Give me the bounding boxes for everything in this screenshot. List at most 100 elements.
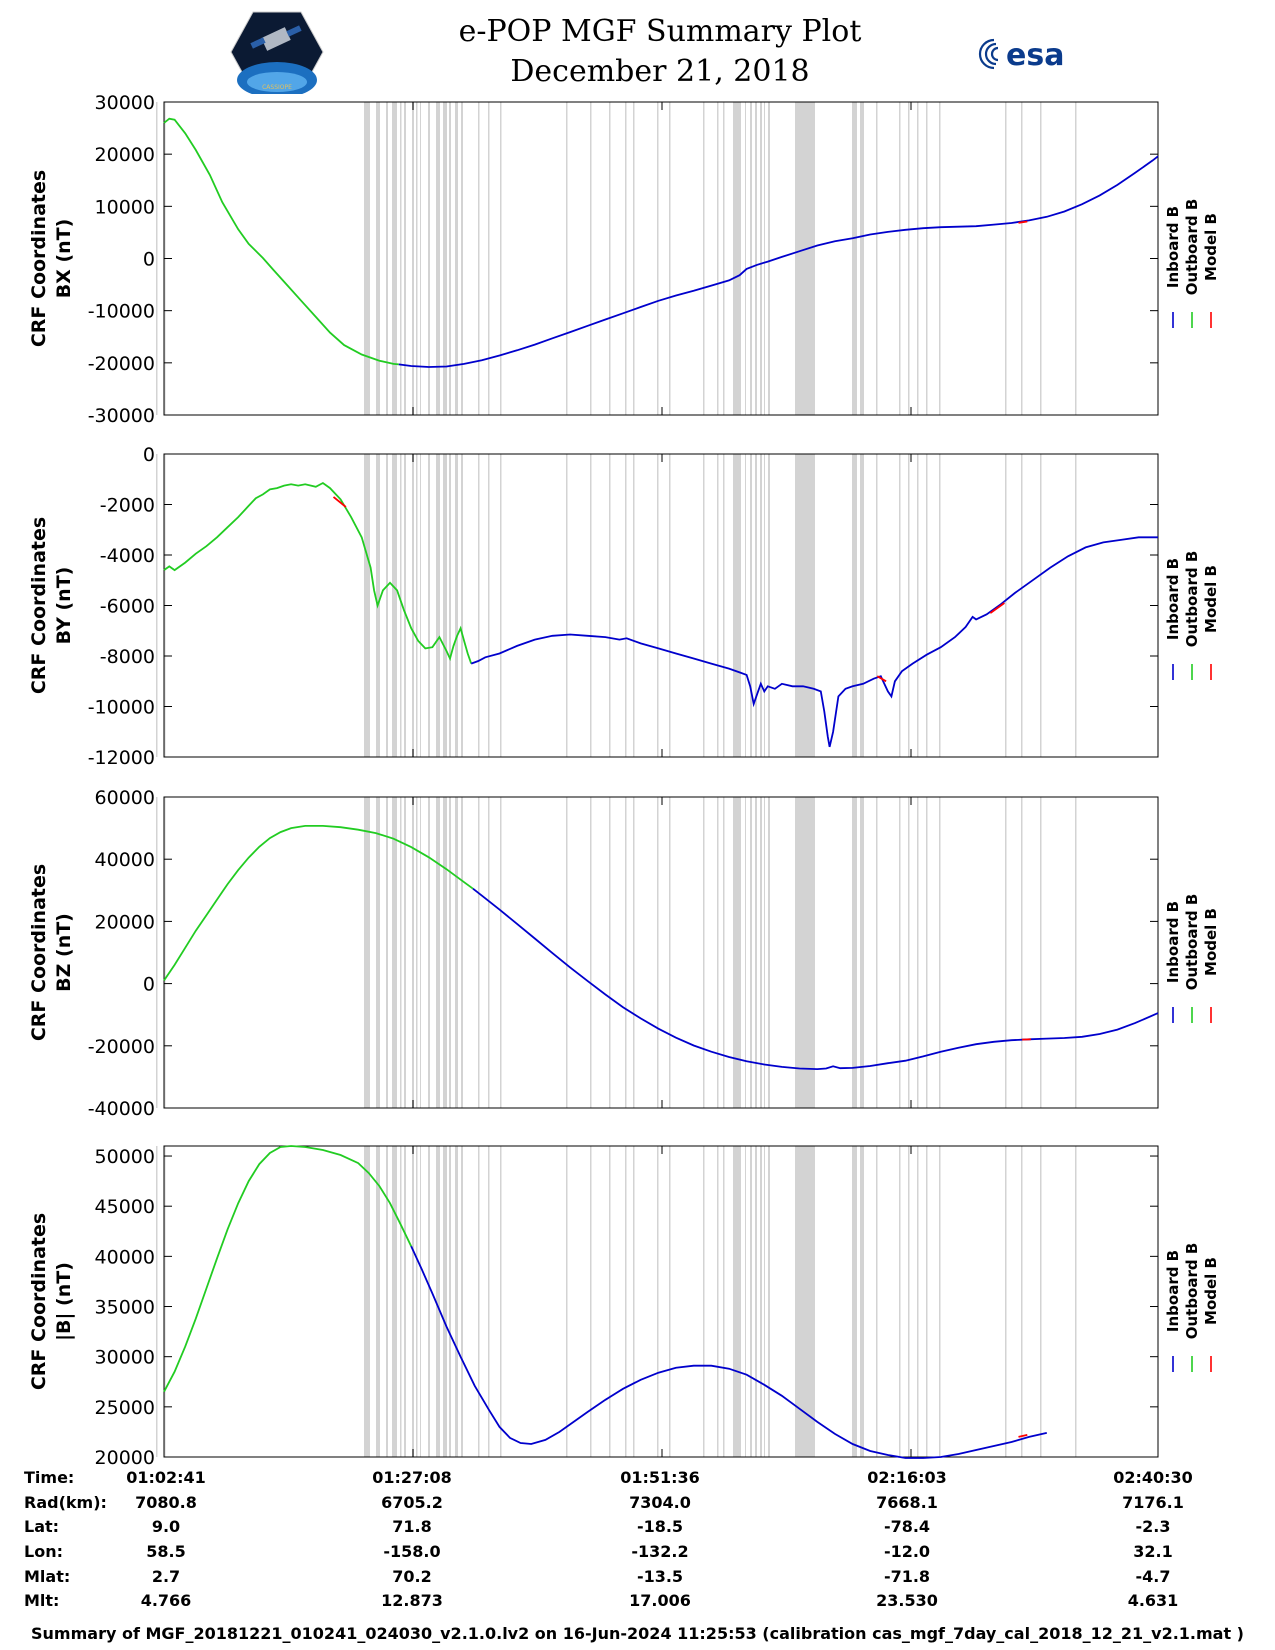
data-gap-band — [750, 797, 752, 1108]
table-cell: 32.1 — [1133, 1542, 1173, 1561]
data-gap-line — [478, 454, 480, 757]
data-gap-line — [926, 797, 928, 1108]
data-gap-band — [760, 102, 762, 415]
y-tick-label: -30000 — [88, 405, 155, 427]
data-gap-line — [939, 1146, 941, 1457]
data-gap-band — [768, 102, 770, 415]
series-outboard-b — [163, 481, 473, 664]
data-gap-line — [657, 1146, 659, 1457]
y-tick-label: 0 — [143, 249, 155, 271]
data-gap-line — [717, 454, 719, 757]
table-label-lat: Lat: — [24, 1517, 60, 1536]
table-cell: 17.006 — [629, 1591, 691, 1610]
data-gap-band — [449, 102, 451, 415]
data-gap-line — [488, 797, 490, 1108]
legend-entry: Outboard B — [1183, 551, 1201, 648]
data-gap-line — [657, 797, 659, 1108]
table-cell: -4.7 — [1135, 1567, 1171, 1586]
table-cell: -18.5 — [636, 1517, 684, 1536]
data-gap-band — [853, 454, 857, 757]
table-cell: 02:16:03 — [867, 1468, 947, 1487]
data-gap-band — [436, 1146, 440, 1457]
legend-entry: Model B — [1202, 213, 1220, 281]
data-gap-line — [703, 797, 705, 1108]
data-gap-line — [908, 797, 910, 1108]
y-tick-label: 60000 — [95, 787, 155, 809]
y-axis-label: CRF Coordinates — [28, 170, 50, 347]
table-cell: 4.766 — [140, 1591, 192, 1610]
data-gap-line — [1021, 797, 1023, 1108]
legend-entry: Inboard B — [1164, 558, 1182, 640]
data-gap-band — [455, 102, 458, 415]
data-gap-band — [376, 1146, 380, 1457]
data-gap-band — [449, 1146, 451, 1457]
y-tick-label: 0 — [143, 444, 155, 466]
table-cell: 70.2 — [392, 1567, 432, 1586]
y-tick-label: 20000 — [95, 911, 155, 933]
data-gap-band — [795, 1146, 815, 1457]
data-gap-band — [768, 797, 770, 1108]
data-gap-line — [416, 1146, 418, 1457]
data-gap-band — [455, 1146, 458, 1457]
data-gap-line — [156, 454, 158, 757]
data-gap-line — [1075, 797, 1077, 1108]
data-gap-band — [860, 102, 864, 415]
data-gap-band — [443, 102, 447, 415]
data-gap-band — [412, 102, 414, 415]
y-axis-label: CRF Coordinates — [28, 1213, 50, 1390]
data-gap-band — [853, 102, 857, 415]
data-gap-band — [428, 797, 430, 1108]
data-gap-line — [625, 797, 627, 1108]
data-gap-line — [590, 454, 592, 757]
data-gap-line — [717, 102, 719, 415]
data-gap-line — [1021, 454, 1023, 757]
data-gap-line — [500, 1146, 502, 1457]
data-gap-band — [364, 1146, 370, 1457]
table-label-lon: Lon: — [24, 1542, 63, 1561]
data-gap-band — [443, 797, 447, 1108]
series-model-b — [989, 602, 1005, 614]
data-gap-band — [443, 454, 447, 757]
data-gap-line — [1005, 102, 1007, 415]
data-gap-band — [392, 454, 397, 757]
data-gap-band — [364, 454, 370, 757]
table-cell: 6705.2 — [381, 1493, 443, 1512]
table-cell: 01:02:41 — [126, 1468, 206, 1487]
y-axis-label: CRF Coordinates — [28, 517, 50, 694]
data-gap-line — [926, 454, 928, 757]
data-gap-band — [755, 454, 757, 757]
data-gap-line — [488, 1146, 490, 1457]
data-gap-line — [416, 797, 418, 1108]
data-gap-band — [461, 454, 463, 757]
panel-bmag: 50000 45000 40000 35000 30000 25000 20000 CRF C… — [28, 1145, 1220, 1469]
data-gap-line — [899, 797, 901, 1108]
data-gap-band — [386, 1146, 388, 1457]
data-gap-band — [436, 102, 440, 415]
table-cell: 02:40:30 — [1113, 1468, 1193, 1487]
data-gap-line — [1075, 454, 1077, 757]
data-gap-line — [939, 797, 941, 1108]
y-axis-label: BX (nT) — [53, 219, 75, 299]
table-cell: -71.8 — [883, 1567, 931, 1586]
data-gap-line — [156, 1146, 158, 1457]
data-gap-band — [420, 1146, 421, 1457]
data-gap-line — [609, 797, 611, 1108]
series-outboard-b — [163, 1145, 413, 1393]
data-gap-line — [876, 1146, 878, 1457]
y-tick-label: -10000 — [88, 697, 155, 719]
data-gap-line — [478, 797, 480, 1108]
data-gap-band — [449, 797, 451, 1108]
data-gap-line — [899, 454, 901, 757]
y-tick-label: 20000 — [95, 144, 155, 166]
data-gap-line — [416, 102, 418, 415]
data-gap-band — [412, 454, 414, 757]
series-inboard-b — [470, 536, 1158, 748]
data-gap-line — [566, 102, 568, 415]
data-gap-band — [436, 454, 440, 757]
series-inboard-b — [398, 155, 1159, 368]
legend-entry: Model B — [1202, 908, 1220, 976]
data-gap-line — [633, 454, 635, 757]
data-gap-line — [939, 454, 941, 757]
y-tick-label: 50000 — [95, 1146, 155, 1168]
